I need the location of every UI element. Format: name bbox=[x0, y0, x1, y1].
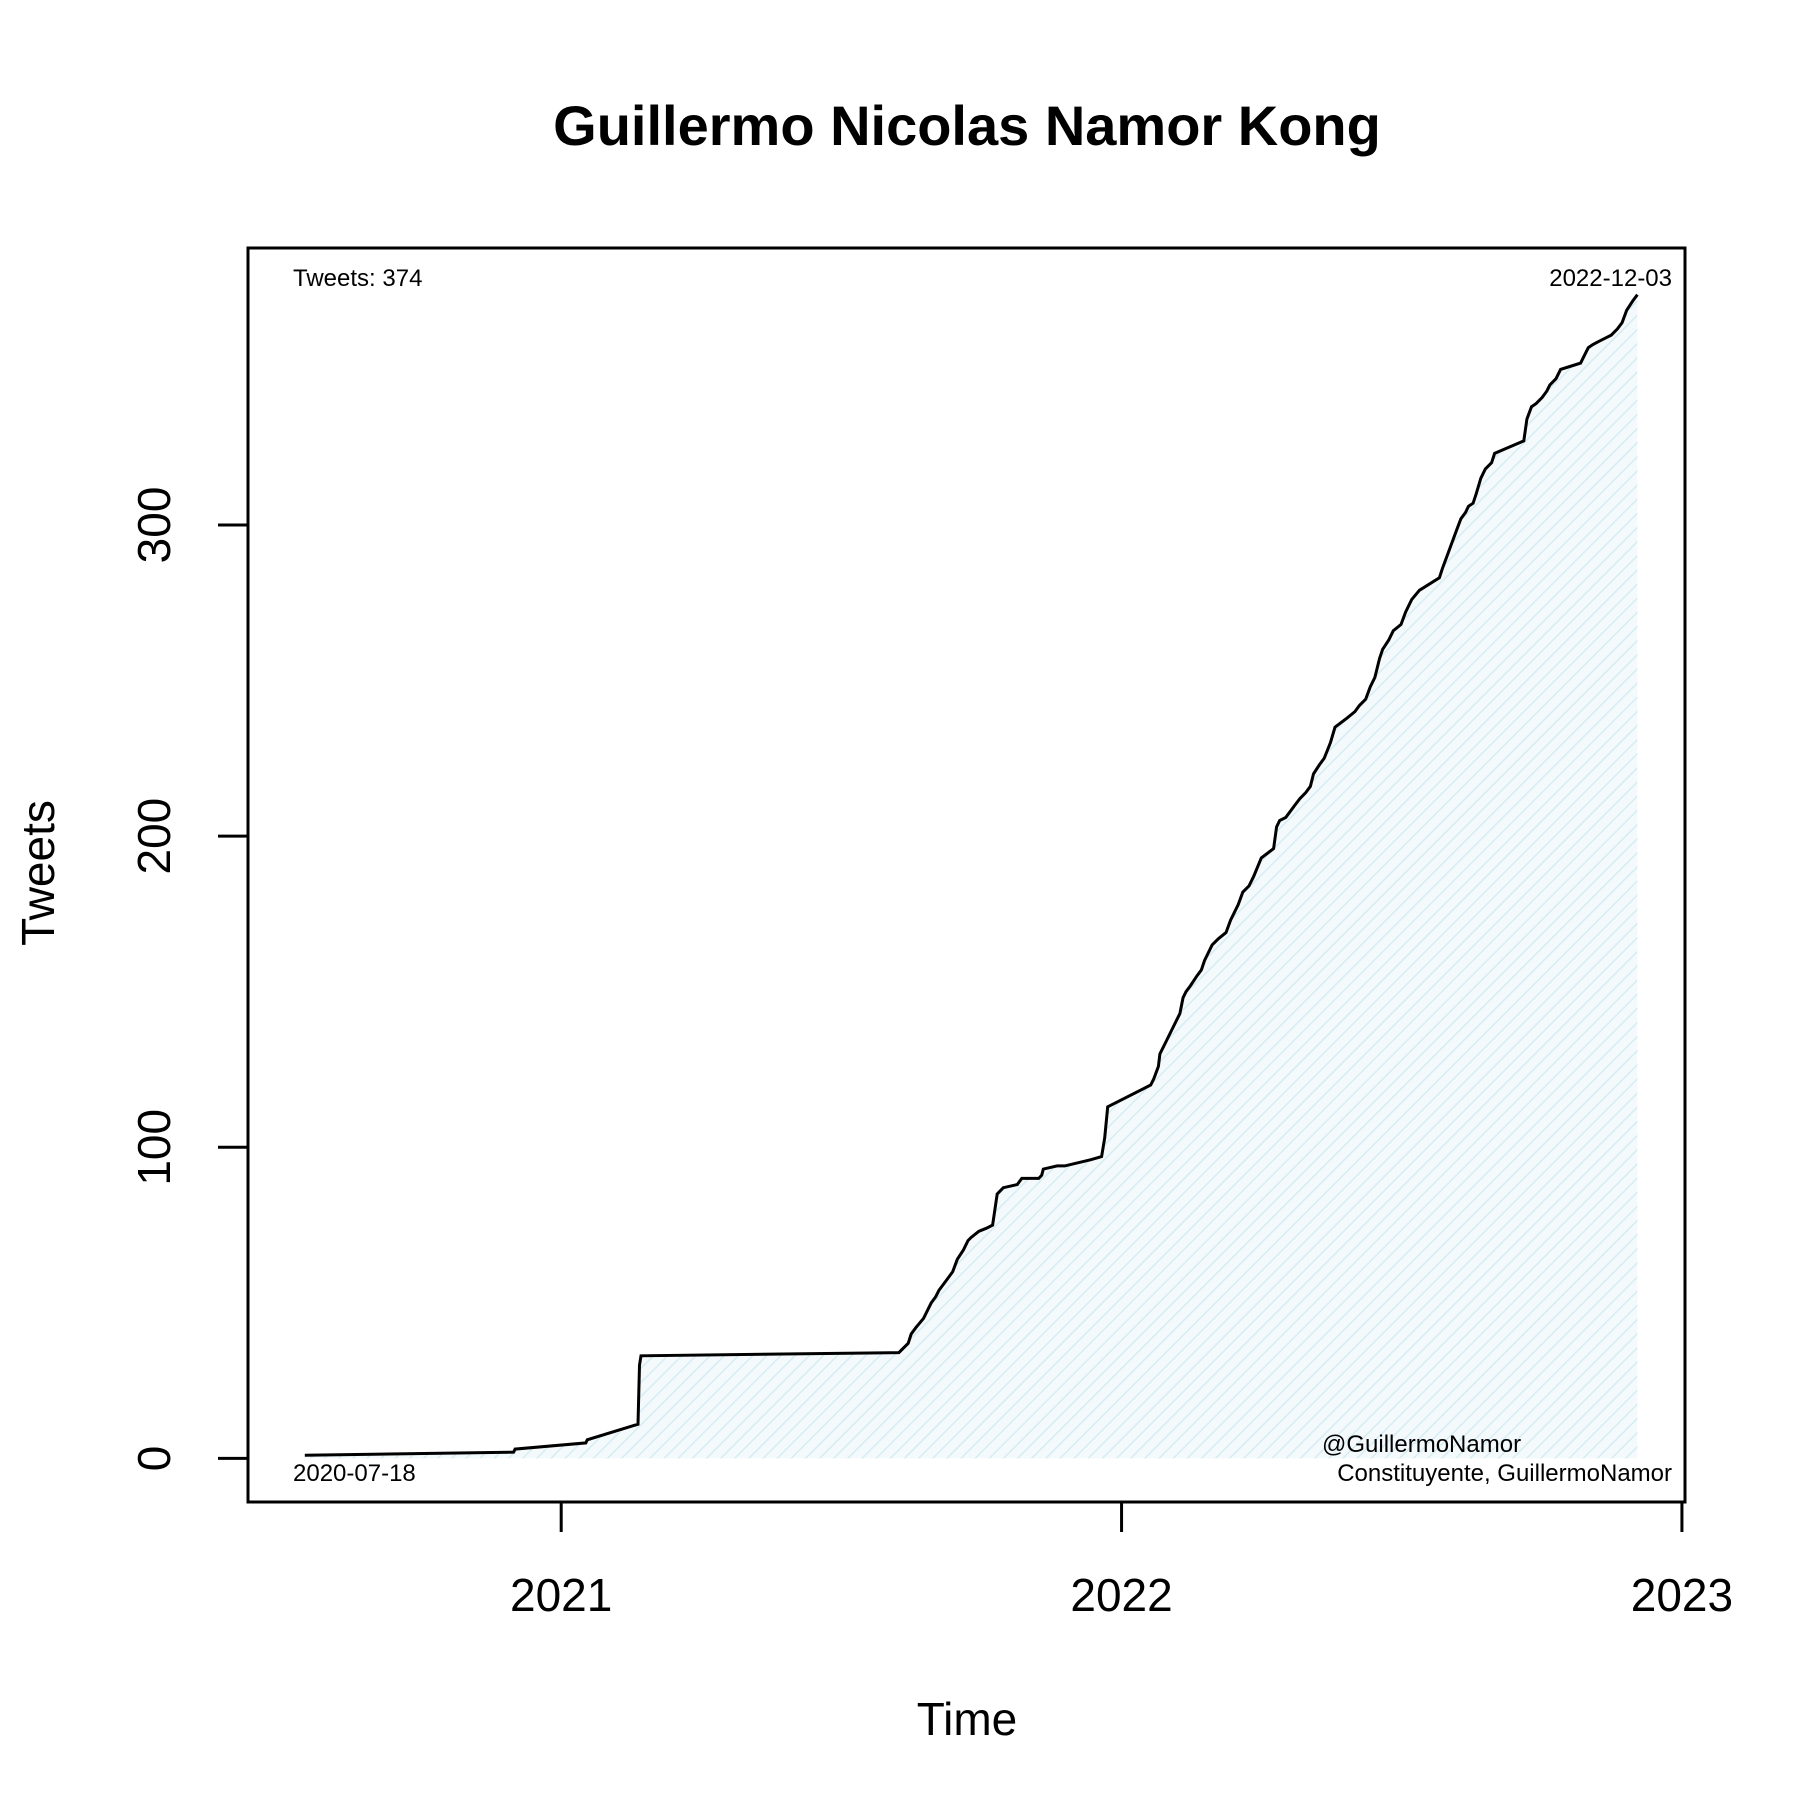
y-axis: 0 100 200 300 bbox=[128, 487, 250, 1472]
y-axis-label: Tweets bbox=[12, 800, 64, 946]
series-line bbox=[304, 293, 1639, 1457]
start-date-label: 2020-07-18 bbox=[293, 1460, 416, 1487]
description-label: Constituyente, GuillermoNamor bbox=[1337, 1460, 1672, 1487]
x-axis: 2021 2022 2023 bbox=[510, 1500, 1733, 1621]
y-tick-label: 200 bbox=[128, 798, 180, 875]
y-tick-label: 300 bbox=[128, 487, 180, 564]
end-date-label: 2022-12-03 bbox=[1549, 265, 1672, 292]
x-tick-label: 2022 bbox=[1070, 1569, 1172, 1621]
x-axis-label: Time bbox=[917, 1693, 1018, 1745]
y-tick-label: 0 bbox=[128, 1446, 180, 1472]
x-tick-label: 2023 bbox=[1631, 1569, 1733, 1621]
y-tick-label: 100 bbox=[128, 1109, 180, 1186]
tweet-count-label: Tweets: 374 bbox=[293, 265, 422, 292]
handle-label: @GuillermoNamor bbox=[1322, 1431, 1521, 1458]
area-fill bbox=[304, 294, 1638, 1459]
chart-title: Guillermo Nicolas Namor Kong bbox=[553, 94, 1381, 157]
x-tick-label: 2021 bbox=[510, 1569, 612, 1621]
